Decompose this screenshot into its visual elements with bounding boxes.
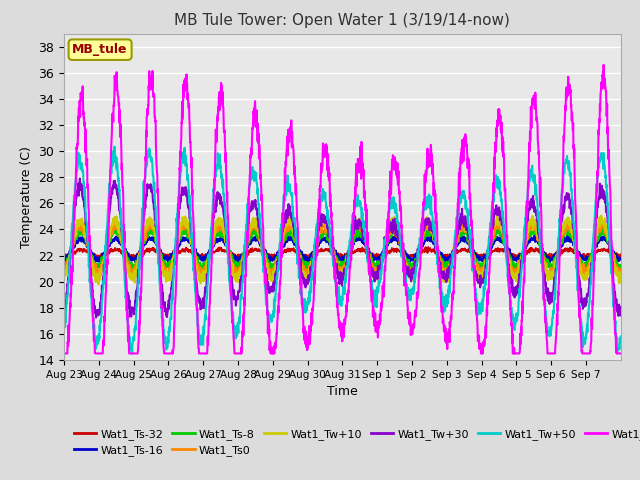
Wat1_Tw+10 [499, 228, 507, 234]
Line: Wat1_Tw+30: Wat1_Tw+30 [64, 179, 621, 318]
Wat1_Ts-16 [88, 251, 96, 256]
Wat1_Tw+10 [316, 218, 324, 224]
Wat1_Ts-8 [499, 238, 507, 243]
Wat1_Tw+50 [88, 309, 96, 314]
Line: Wat1_Tw+10: Wat1_Tw+10 [64, 215, 621, 285]
Wat1_Tw+50 [128, 350, 136, 356]
Wat1_Tw+50 [317, 196, 324, 202]
Wat1_Tw+30 [60, 299, 68, 305]
Wat1_Ts-8 [617, 263, 625, 268]
Wat1_Tw+50 [601, 168, 609, 174]
Wat1_Tw100 [60, 350, 68, 356]
Wat1_Ts0 [499, 232, 507, 238]
Wat1_Ts-8 [317, 235, 324, 241]
Wat1_Tw+10 [459, 212, 467, 217]
Wat1_Ts-16 [564, 233, 572, 239]
Wat1_Tw+30 [602, 194, 609, 200]
Line: Wat1_Ts-8: Wat1_Ts-8 [64, 225, 621, 271]
Wat1_Ts-32 [88, 252, 96, 257]
Wat1_Tw+30 [92, 315, 100, 321]
Wat1_Tw+50 [617, 334, 625, 339]
Wat1_Ts0 [601, 224, 609, 229]
Wat1_Tw+10 [601, 216, 609, 221]
Wat1_Ts0 [331, 256, 339, 262]
Wat1_Tw+10 [60, 277, 68, 283]
Wat1_Tw+30 [89, 288, 97, 293]
Wat1_Ts-8 [269, 268, 276, 274]
Wat1_Tw+10 [331, 264, 339, 270]
Wat1_Ts-16 [617, 255, 625, 261]
Wat1_Ts-32 [617, 256, 625, 262]
Wat1_Tw+10 [88, 261, 96, 267]
Wat1_Tw100 [316, 188, 324, 194]
Wat1_Ts-8 [332, 257, 339, 263]
Legend: Wat1_Ts-32, Wat1_Ts-16, Wat1_Ts-8, Wat1_Ts0, Wat1_Tw+10, Wat1_Tw+30, Wat1_Tw+50,: Wat1_Ts-32, Wat1_Ts-16, Wat1_Ts-8, Wat1_… [70, 424, 640, 461]
Wat1_Ts-16 [331, 248, 339, 253]
Wat1_Ts0 [60, 266, 68, 272]
Wat1_Ts-16 [499, 237, 506, 243]
Wat1_Ts-16 [316, 238, 324, 244]
Wat1_Ts0 [268, 276, 276, 282]
Wat1_Ts-32 [601, 247, 609, 253]
Y-axis label: Temperature (C): Temperature (C) [20, 146, 33, 248]
Line: Wat1_Tw+50: Wat1_Tw+50 [64, 146, 621, 353]
Wat1_Tw+50 [111, 144, 118, 149]
Wat1_Ts-32 [424, 244, 432, 250]
Wat1_Tw+50 [60, 319, 68, 325]
Wat1_Ts-32 [617, 252, 625, 257]
Wat1_Ts-8 [88, 259, 96, 264]
Text: MB_tule: MB_tule [72, 43, 128, 56]
Wat1_Tw+10 [617, 272, 625, 278]
Line: Wat1_Ts-32: Wat1_Ts-32 [64, 247, 621, 259]
Wat1_Ts0 [316, 225, 324, 230]
Line: Wat1_Ts-16: Wat1_Ts-16 [64, 236, 621, 263]
Wat1_Tw100 [88, 293, 96, 299]
Wat1_Ts0 [88, 260, 96, 266]
Wat1_Tw+30 [76, 176, 84, 181]
Wat1_Ts-16 [443, 260, 451, 266]
Wat1_Ts-32 [60, 253, 68, 259]
Wat1_Tw+50 [499, 211, 507, 216]
Wat1_Ts0 [602, 225, 609, 231]
Wat1_Tw100 [601, 85, 609, 91]
X-axis label: Time: Time [327, 385, 358, 398]
Wat1_Ts-8 [112, 222, 120, 228]
Wat1_Ts-8 [60, 261, 68, 266]
Title: MB Tule Tower: Open Water 1 (3/19/14-now): MB Tule Tower: Open Water 1 (3/19/14-now… [175, 13, 510, 28]
Wat1_Tw+30 [499, 221, 507, 227]
Wat1_Ts-32 [331, 251, 339, 257]
Wat1_Tw+10 [602, 227, 609, 232]
Wat1_Tw100 [499, 134, 506, 140]
Wat1_Tw100 [601, 76, 609, 82]
Wat1_Ts-8 [602, 231, 609, 237]
Wat1_Tw+30 [317, 213, 324, 219]
Wat1_Tw100 [331, 276, 339, 282]
Wat1_Ts-32 [499, 246, 506, 252]
Wat1_Ts0 [617, 268, 625, 274]
Wat1_Ts-16 [601, 236, 609, 242]
Wat1_Ts-16 [602, 235, 609, 240]
Wat1_Ts-32 [316, 249, 324, 254]
Wat1_Ts-16 [60, 257, 68, 263]
Wat1_Ts0 [355, 216, 363, 222]
Wat1_Tw+30 [617, 311, 625, 316]
Wat1_Tw100 [600, 62, 607, 68]
Wat1_Ts-32 [601, 246, 609, 252]
Wat1_Tw+10 [95, 282, 102, 288]
Wat1_Tw+30 [601, 200, 609, 205]
Wat1_Tw+50 [332, 274, 339, 280]
Wat1_Tw+50 [602, 169, 609, 175]
Line: Wat1_Tw100: Wat1_Tw100 [64, 65, 621, 353]
Wat1_Ts-8 [601, 229, 609, 235]
Wat1_Tw100 [617, 350, 625, 356]
Wat1_Tw+30 [332, 263, 339, 268]
Line: Wat1_Ts0: Wat1_Ts0 [64, 219, 621, 279]
